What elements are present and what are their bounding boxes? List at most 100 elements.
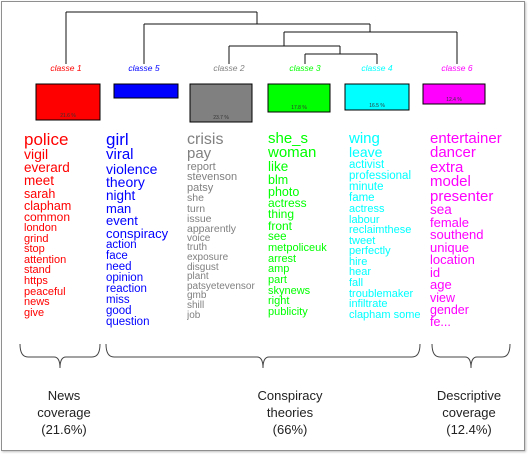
group-caption: News coverage (21.6%)	[16, 387, 112, 438]
word: stop	[24, 243, 45, 256]
word: news	[24, 296, 50, 309]
word: face	[106, 250, 128, 263]
word: entertainer	[430, 132, 502, 147]
caption-percent: (21.6%)	[41, 422, 87, 437]
class-percent: 12.4 %	[446, 97, 462, 103]
word: https	[24, 274, 48, 287]
word: clapham	[24, 198, 72, 213]
word: see	[268, 231, 287, 244]
word: like	[268, 158, 289, 174]
word: peaceful	[24, 285, 66, 298]
word: she_s	[268, 132, 309, 147]
word: opinion	[106, 272, 144, 285]
word: woman	[268, 144, 317, 162]
word: action	[106, 239, 137, 251]
word: front	[268, 218, 293, 233]
word: model	[430, 173, 471, 191]
group-bracket	[105, 343, 421, 369]
word: age	[430, 277, 452, 293]
word: shill	[187, 299, 205, 311]
class-percent: 21.6 %	[60, 113, 76, 119]
word: stevenson	[187, 171, 238, 184]
word: skynews	[268, 284, 311, 297]
word: need	[106, 261, 132, 274]
word: clapham some	[349, 308, 421, 321]
word: minute	[349, 180, 384, 193]
word: gmb	[187, 290, 207, 302]
class-label: classe 6	[441, 63, 472, 73]
word: apparently	[187, 222, 237, 235]
word-column: entertainer dancer extra model presenter sea f…	[430, 132, 520, 334]
word: thing	[268, 207, 295, 222]
word: fall	[349, 276, 364, 289]
word: truth	[187, 242, 208, 254]
class-label: classe 1	[50, 63, 81, 73]
word: police	[24, 132, 69, 149]
word: publicity	[268, 305, 308, 318]
word: reclaimthese	[349, 224, 412, 237]
word: perfectly	[349, 245, 391, 258]
word: amp	[268, 263, 290, 276]
word: infiltrate	[349, 298, 388, 311]
word-column: she_s woman like blm photo actress thing front s…	[268, 132, 346, 334]
word: man	[106, 200, 132, 216]
word: tweet	[349, 234, 376, 247]
word: job	[187, 309, 201, 321]
word: part	[268, 274, 287, 287]
word: fe...	[430, 314, 451, 329]
word: labour	[349, 213, 380, 226]
class-bar	[344, 83, 410, 111]
word: good	[106, 305, 132, 318]
word: voice	[187, 232, 211, 244]
word: sea	[430, 202, 452, 218]
word: pay	[187, 145, 212, 163]
word: hire	[349, 255, 368, 268]
word: everard	[24, 159, 70, 175]
word: issue	[187, 212, 212, 225]
word: view	[430, 290, 456, 305]
word: extra	[430, 158, 464, 176]
word: she	[187, 192, 204, 205]
word: presenter	[430, 187, 494, 205]
word: vigil	[24, 146, 49, 163]
word: stand	[24, 264, 51, 277]
group-bracket	[19, 343, 101, 369]
class-bar	[35, 83, 101, 121]
word-column: crisis pay report stevenson patsy she turn issu…	[187, 132, 265, 334]
group-caption: Conspiracy theories (66%)	[192, 387, 388, 438]
word: fame	[349, 191, 375, 204]
word: event	[106, 213, 138, 229]
word: arrest	[268, 252, 297, 265]
word: report	[187, 160, 216, 173]
word: theory	[106, 174, 145, 191]
caption-title-line: coverage	[37, 405, 91, 420]
word: exposure	[187, 251, 229, 263]
word: london	[24, 222, 58, 235]
word-column: girl viral violence theory night man event cons…	[106, 132, 184, 334]
class-percent: 17.8 %	[291, 105, 307, 111]
word: troublemaker	[349, 287, 414, 300]
word: gender	[430, 302, 469, 317]
word: southend	[430, 227, 484, 243]
caption-title-line: coverage	[442, 405, 496, 420]
word: plant	[187, 271, 209, 283]
word: give	[24, 306, 45, 319]
word: right	[268, 295, 290, 308]
word: girl	[106, 132, 129, 149]
class-percent: 16.5 %	[369, 103, 385, 109]
word: patsyetevensor	[187, 280, 255, 292]
class-label: classe 4	[361, 63, 392, 73]
class-bar	[189, 83, 253, 123]
word: metpoliceuk	[268, 242, 327, 255]
word: professional	[349, 169, 412, 182]
word: meet	[24, 172, 55, 188]
word: violence	[106, 160, 158, 177]
caption-title-line: News	[47, 388, 81, 403]
class-label: classe 2	[213, 63, 244, 73]
class-label: classe 3	[289, 63, 320, 73]
word: reaction	[106, 283, 147, 296]
caption-title-line: Conspiracy	[257, 388, 323, 403]
word: leave	[349, 144, 383, 161]
